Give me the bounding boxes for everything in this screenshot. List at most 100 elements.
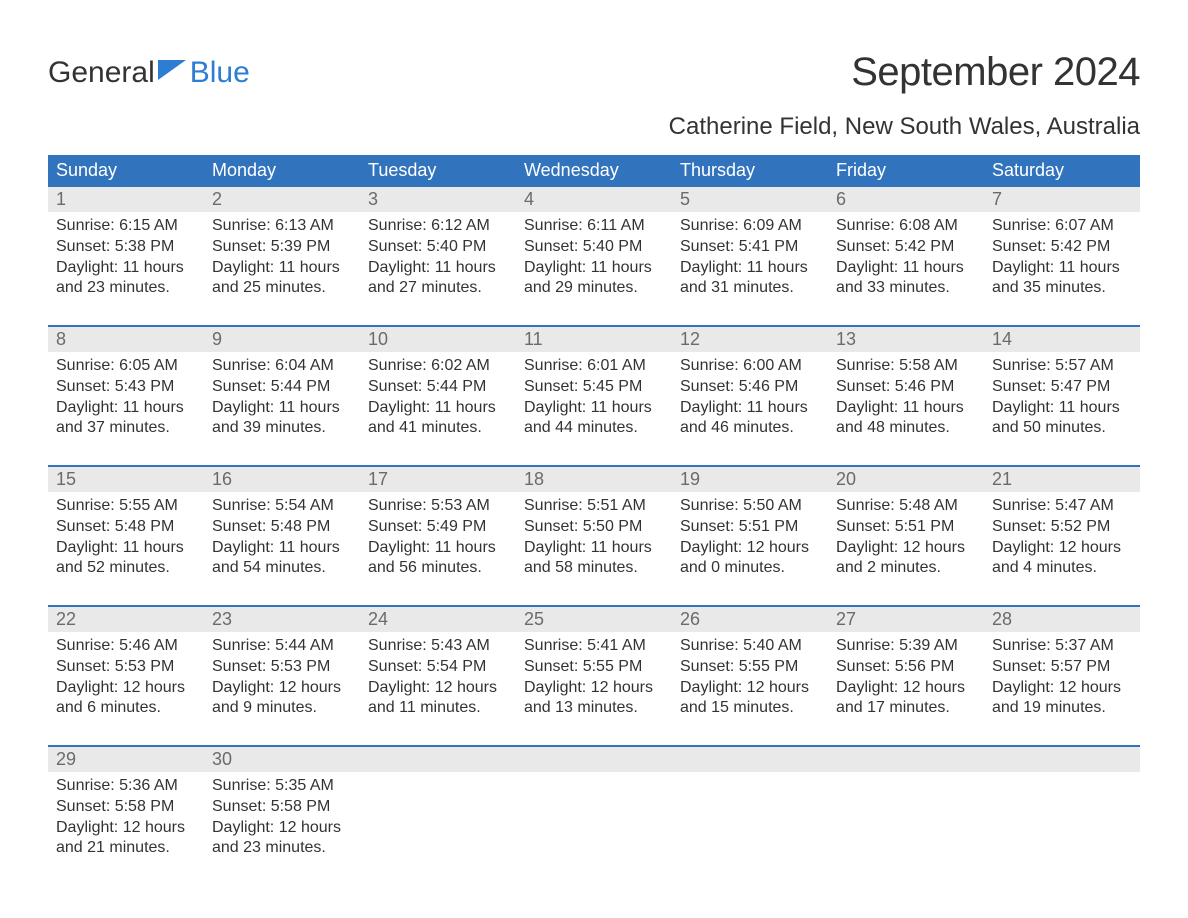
day-sunset-line: Sunset: 5:38 PM [56, 237, 196, 258]
day-sunrise-line: Sunrise: 6:07 AM [992, 216, 1132, 237]
day-sunrise-line: Sunrise: 5:35 AM [212, 776, 352, 797]
day-content: Sunrise: 6:09 AMSunset: 5:41 PMDaylight:… [672, 212, 828, 303]
day-cell: 5Sunrise: 6:09 AMSunset: 5:41 PMDaylight… [672, 187, 828, 325]
day-day2-line: and 11 minutes. [368, 698, 508, 719]
week-row: 1Sunrise: 6:15 AMSunset: 5:38 PMDaylight… [48, 187, 1140, 325]
day-cell [984, 747, 1140, 885]
day-number: 10 [360, 327, 516, 352]
day-number: 1 [48, 187, 204, 212]
day-day1-line: Daylight: 11 hours [836, 258, 976, 279]
day-day2-line: and 54 minutes. [212, 558, 352, 579]
day-content: Sunrise: 6:02 AMSunset: 5:44 PMDaylight:… [360, 352, 516, 443]
day-day1-line: Daylight: 11 hours [992, 258, 1132, 279]
day-content: Sunrise: 6:11 AMSunset: 5:40 PMDaylight:… [516, 212, 672, 303]
day-day2-line: and 27 minutes. [368, 278, 508, 299]
day-cell: 16Sunrise: 5:54 AMSunset: 5:48 PMDayligh… [204, 467, 360, 605]
day-content: Sunrise: 5:37 AMSunset: 5:57 PMDaylight:… [984, 632, 1140, 723]
day-header-row: SundayMondayTuesdayWednesdayThursdayFrid… [48, 155, 1140, 187]
day-day1-line: Daylight: 11 hours [212, 398, 352, 419]
day-day1-line: Daylight: 11 hours [680, 258, 820, 279]
day-cell: 29Sunrise: 5:36 AMSunset: 5:58 PMDayligh… [48, 747, 204, 885]
day-cell: 19Sunrise: 5:50 AMSunset: 5:51 PMDayligh… [672, 467, 828, 605]
day-sunset-line: Sunset: 5:53 PM [212, 657, 352, 678]
day-sunset-line: Sunset: 5:40 PM [524, 237, 664, 258]
day-sunrise-line: Sunrise: 5:57 AM [992, 356, 1132, 377]
day-day2-line: and 58 minutes. [524, 558, 664, 579]
day-day1-line: Daylight: 11 hours [524, 538, 664, 559]
day-header: Thursday [672, 155, 828, 187]
day-day1-line: Daylight: 12 hours [56, 678, 196, 699]
day-cell: 26Sunrise: 5:40 AMSunset: 5:55 PMDayligh… [672, 607, 828, 745]
day-sunset-line: Sunset: 5:51 PM [836, 517, 976, 538]
day-cell [828, 747, 984, 885]
day-number: 8 [48, 327, 204, 352]
logo-text-blue: Blue [190, 56, 250, 90]
day-header: Monday [204, 155, 360, 187]
day-sunset-line: Sunset: 5:54 PM [368, 657, 508, 678]
day-number: 15 [48, 467, 204, 492]
day-sunset-line: Sunset: 5:58 PM [56, 797, 196, 818]
week-row: 8Sunrise: 6:05 AMSunset: 5:43 PMDaylight… [48, 325, 1140, 465]
day-content: Sunrise: 5:40 AMSunset: 5:55 PMDaylight:… [672, 632, 828, 723]
day-number: 17 [360, 467, 516, 492]
day-day1-line: Daylight: 12 hours [680, 538, 820, 559]
day-sunrise-line: Sunrise: 5:43 AM [368, 636, 508, 657]
day-content: Sunrise: 5:41 AMSunset: 5:55 PMDaylight:… [516, 632, 672, 723]
day-number: 12 [672, 327, 828, 352]
day-content: Sunrise: 6:12 AMSunset: 5:40 PMDaylight:… [360, 212, 516, 303]
day-number: 21 [984, 467, 1140, 492]
day-number: 25 [516, 607, 672, 632]
day-content: Sunrise: 6:00 AMSunset: 5:46 PMDaylight:… [672, 352, 828, 443]
day-day1-line: Daylight: 11 hours [368, 258, 508, 279]
day-content: Sunrise: 6:04 AMSunset: 5:44 PMDaylight:… [204, 352, 360, 443]
day-day2-line: and 31 minutes. [680, 278, 820, 299]
day-day1-line: Daylight: 11 hours [56, 538, 196, 559]
day-day2-line: and 2 minutes. [836, 558, 976, 579]
day-day2-line: and 35 minutes. [992, 278, 1132, 299]
day-header: Sunday [48, 155, 204, 187]
day-content: Sunrise: 5:57 AMSunset: 5:47 PMDaylight:… [984, 352, 1140, 443]
day-day2-line: and 41 minutes. [368, 418, 508, 439]
day-number: 2 [204, 187, 360, 212]
day-day2-line: and 21 minutes. [56, 838, 196, 859]
header: General Blue September 2024 Catherine Fi… [48, 50, 1140, 147]
day-cell: 27Sunrise: 5:39 AMSunset: 5:56 PMDayligh… [828, 607, 984, 745]
day-cell: 2Sunrise: 6:13 AMSunset: 5:39 PMDaylight… [204, 187, 360, 325]
day-day2-line: and 39 minutes. [212, 418, 352, 439]
day-day2-line: and 50 minutes. [992, 418, 1132, 439]
day-content: Sunrise: 5:47 AMSunset: 5:52 PMDaylight:… [984, 492, 1140, 583]
day-sunrise-line: Sunrise: 5:47 AM [992, 496, 1132, 517]
day-day1-line: Daylight: 11 hours [212, 538, 352, 559]
day-cell: 15Sunrise: 5:55 AMSunset: 5:48 PMDayligh… [48, 467, 204, 605]
day-number: 26 [672, 607, 828, 632]
day-number: 14 [984, 327, 1140, 352]
day-day1-line: Daylight: 11 hours [836, 398, 976, 419]
day-sunrise-line: Sunrise: 6:00 AM [680, 356, 820, 377]
day-day1-line: Daylight: 12 hours [836, 678, 976, 699]
day-header: Wednesday [516, 155, 672, 187]
day-cell [360, 747, 516, 885]
day-day2-line: and 9 minutes. [212, 698, 352, 719]
day-content: Sunrise: 5:55 AMSunset: 5:48 PMDaylight:… [48, 492, 204, 583]
day-day2-line: and 52 minutes. [56, 558, 196, 579]
day-day1-line: Daylight: 11 hours [368, 398, 508, 419]
day-sunset-line: Sunset: 5:48 PM [212, 517, 352, 538]
day-cell: 4Sunrise: 6:11 AMSunset: 5:40 PMDaylight… [516, 187, 672, 325]
day-number: 6 [828, 187, 984, 212]
day-sunset-line: Sunset: 5:52 PM [992, 517, 1132, 538]
day-sunrise-line: Sunrise: 5:40 AM [680, 636, 820, 657]
week-row: 22Sunrise: 5:46 AMSunset: 5:53 PMDayligh… [48, 605, 1140, 745]
day-sunset-line: Sunset: 5:46 PM [836, 377, 976, 398]
day-number [828, 747, 984, 772]
day-sunrise-line: Sunrise: 6:05 AM [56, 356, 196, 377]
day-number: 19 [672, 467, 828, 492]
day-day1-line: Daylight: 11 hours [680, 398, 820, 419]
day-content: Sunrise: 5:36 AMSunset: 5:58 PMDaylight:… [48, 772, 204, 863]
day-cell: 24Sunrise: 5:43 AMSunset: 5:54 PMDayligh… [360, 607, 516, 745]
day-cell: 7Sunrise: 6:07 AMSunset: 5:42 PMDaylight… [984, 187, 1140, 325]
day-cell: 25Sunrise: 5:41 AMSunset: 5:55 PMDayligh… [516, 607, 672, 745]
day-sunrise-line: Sunrise: 5:41 AM [524, 636, 664, 657]
day-content: Sunrise: 5:46 AMSunset: 5:53 PMDaylight:… [48, 632, 204, 723]
day-content: Sunrise: 5:54 AMSunset: 5:48 PMDaylight:… [204, 492, 360, 583]
day-cell: 30Sunrise: 5:35 AMSunset: 5:58 PMDayligh… [204, 747, 360, 885]
